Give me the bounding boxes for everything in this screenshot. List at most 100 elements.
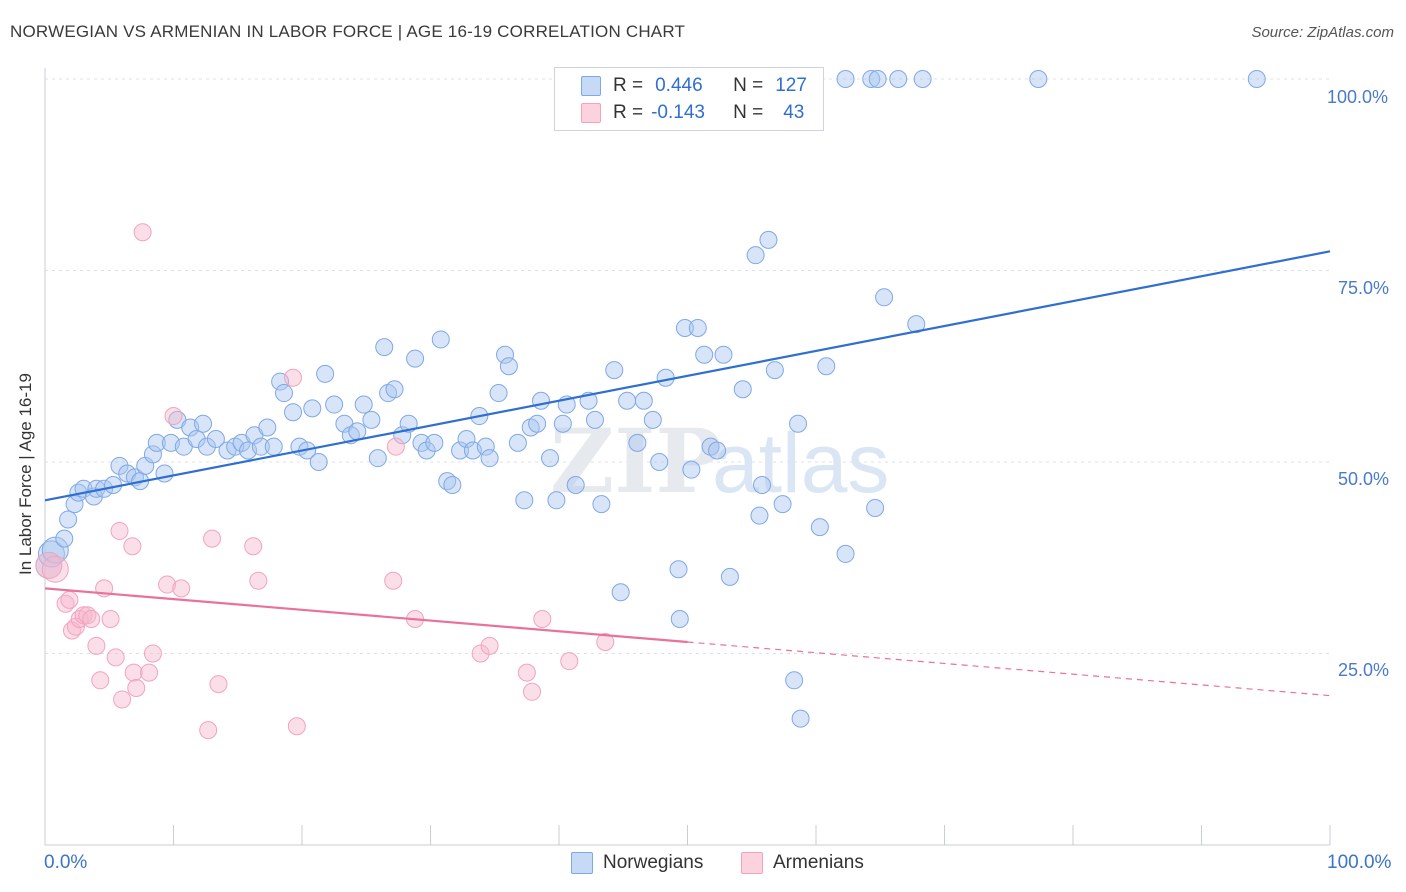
norwegian-trend-line	[44, 250, 1331, 502]
armenian-point	[106, 648, 125, 667]
armenian-point	[172, 579, 191, 598]
norwegian-point	[785, 671, 804, 690]
norwegian-point	[553, 414, 572, 433]
armenian-point	[199, 721, 218, 740]
armenian-point	[523, 682, 542, 701]
legend-r-label: R =	[613, 102, 644, 123]
y-tick-label-75: 75.0%	[1338, 278, 1390, 298]
armenian-point	[517, 663, 536, 682]
bottom-legend-swatch-armenians	[741, 852, 763, 874]
norwegian-point	[789, 414, 808, 433]
norwegian-point	[480, 449, 499, 468]
armenian-point	[480, 636, 499, 655]
norwegian-point	[37, 540, 65, 568]
norwegian-point	[362, 410, 381, 429]
legend-row-armenians: R = -0.143 N = 43	[581, 100, 804, 126]
norwegian-point	[541, 449, 560, 468]
norwegian-point	[528, 414, 547, 433]
norwegian-point	[773, 495, 792, 514]
legend-swatch-norwegians	[581, 76, 601, 96]
norwegian-point	[746, 246, 765, 265]
norwegian-point	[1029, 70, 1048, 88]
armenian-point	[249, 571, 268, 590]
norwegian-point	[753, 475, 772, 494]
norwegian-point	[675, 318, 694, 337]
norwegian-point	[55, 529, 74, 548]
source-label: Source: ZipAtlas.com	[1251, 24, 1394, 41]
armenian-point	[471, 644, 490, 663]
norwegian-point	[836, 70, 855, 88]
norwegian-point	[264, 437, 283, 456]
norwegian-point	[457, 430, 476, 449]
norwegian-point	[375, 338, 394, 357]
norwegian-point	[708, 441, 727, 460]
norwegian-point	[714, 345, 733, 364]
armenian-point	[143, 644, 162, 663]
chart-title: NORWEGIAN VS ARMENIAN IN LABOR FORCE | A…	[10, 22, 686, 41]
armenian-point	[87, 636, 106, 655]
norwegian-point	[836, 544, 855, 563]
norwegian-point	[733, 380, 752, 399]
norwegian-point	[251, 437, 270, 456]
legend-swatch-armenians	[581, 103, 601, 123]
armenian-point	[41, 555, 69, 583]
bottom-legend-label: Armenians	[773, 852, 864, 873]
armenian-point	[60, 590, 79, 609]
legend-n-label: N =	[733, 102, 764, 123]
norwegian-point	[628, 433, 647, 452]
armenian-point	[82, 610, 101, 629]
norwegian-point	[303, 399, 322, 418]
norwegian-point	[143, 445, 162, 464]
armenian-point	[386, 437, 405, 456]
norwegian-point	[868, 70, 887, 88]
norwegian-point	[194, 414, 213, 433]
bottom-legend-norwegians: Norwegians	[571, 852, 703, 874]
armenian-point	[113, 690, 132, 709]
norwegian-point	[682, 460, 701, 479]
norwegian-point	[817, 357, 836, 376]
armenian-point	[287, 717, 306, 736]
armenian-point	[209, 675, 228, 694]
y-tick-label-100: 100.0%	[1327, 87, 1389, 107]
norwegian-point	[862, 70, 881, 88]
norwegian-point	[431, 330, 450, 349]
norwegian-point	[147, 433, 166, 452]
norwegian-point	[496, 345, 515, 364]
x-tick-label-min: 0.0%	[44, 852, 88, 873]
legend-r-value: 0.446	[655, 75, 703, 96]
legend-n-label: N =	[733, 75, 764, 96]
norwegian-point	[670, 610, 689, 629]
armenian-point	[123, 537, 142, 556]
armenian-trend-line	[44, 587, 688, 644]
bottom-legend-label: Norwegians	[603, 852, 704, 873]
y-tick-label-50: 50.0%	[1338, 469, 1390, 489]
norwegian-point	[688, 318, 707, 337]
armenian-point	[596, 633, 615, 652]
norwegian-point	[875, 288, 894, 307]
norwegian-point	[515, 491, 534, 510]
norwegian-point	[187, 430, 206, 449]
norwegian-point	[258, 418, 277, 437]
norwegian-point	[1247, 70, 1266, 88]
legend-n-value: 43	[783, 102, 805, 123]
armenian-point	[158, 575, 177, 594]
norwegian-point	[325, 395, 344, 414]
armenian-point	[164, 407, 183, 426]
armenian-point	[284, 368, 303, 387]
norwegian-point	[611, 583, 630, 602]
norwegian-point	[866, 498, 885, 517]
norwegian-point	[720, 567, 739, 586]
bottom-legend-swatch-norwegians	[571, 852, 593, 874]
legend-row-norwegians: R = 0.446 N = 127	[581, 73, 807, 99]
norwegian-point	[41, 536, 69, 564]
armenian-point	[127, 678, 146, 697]
norwegian-point	[451, 441, 470, 460]
armenian-point	[244, 537, 263, 556]
watermark-zip: ZIP	[550, 409, 722, 513]
legend-r-label: R =	[613, 75, 644, 96]
norwegian-point	[155, 464, 174, 483]
norwegian-point	[508, 433, 527, 452]
norwegian-point	[489, 384, 508, 403]
armenian-point	[91, 671, 110, 690]
